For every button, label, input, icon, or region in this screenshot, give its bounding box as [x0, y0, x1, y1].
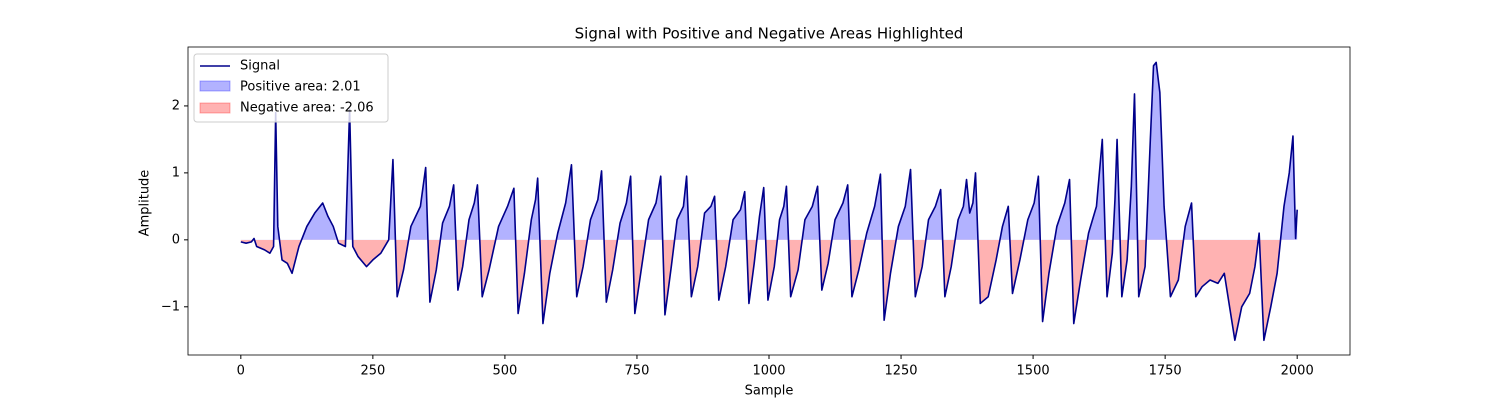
x-tick-label: 1750: [1149, 364, 1182, 379]
y-tick-label: 0: [172, 232, 180, 247]
legend-label: Negative area: -2.06: [240, 101, 374, 116]
signal-line: [240, 61, 1298, 342]
negative-area: [240, 239, 1298, 341]
x-tick-label: 750: [625, 364, 650, 379]
y-tick-label: −1: [161, 299, 180, 314]
y-axis-label: Amplitude: [138, 170, 153, 237]
legend-box: [193, 53, 389, 123]
x-tick-label: 1000: [752, 364, 785, 379]
legend-patch: [199, 102, 231, 114]
legend-patch: [199, 80, 231, 92]
x-tick-label: 0: [237, 364, 245, 379]
x-tick-label: 2000: [1281, 364, 1314, 379]
legend-label: Positive area: 2.01: [240, 80, 361, 95]
x-tick-label: 500: [492, 364, 517, 379]
x-axis-label: Sample: [745, 384, 794, 399]
y-tick-label: 2: [172, 98, 180, 113]
x-tick-label: 1500: [1017, 364, 1050, 379]
legend-label: Signal: [240, 59, 280, 74]
x-tick-label: 1250: [884, 364, 917, 379]
x-tick-label: 250: [360, 364, 385, 379]
chart-title: Signal with Positive and Negative Areas …: [575, 25, 964, 43]
y-tick-label: 1: [172, 165, 180, 180]
